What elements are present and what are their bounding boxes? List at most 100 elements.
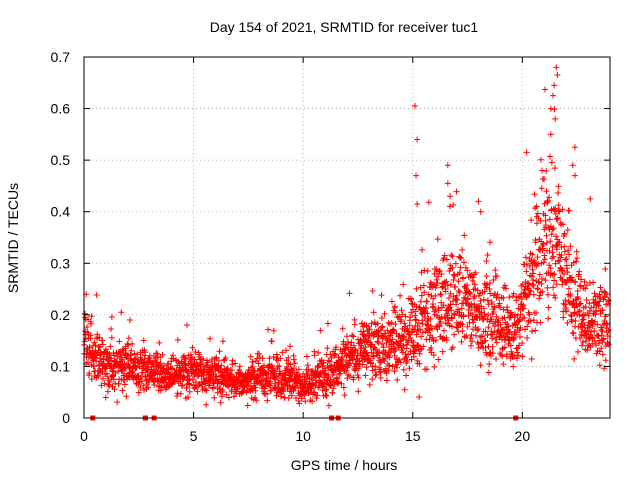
data-point (585, 312, 592, 319)
data-point (510, 290, 517, 297)
data-point (438, 271, 445, 278)
data-point (500, 306, 507, 313)
data-point (108, 334, 115, 341)
data-point (554, 72, 561, 79)
data-point (386, 354, 393, 361)
data-point (236, 366, 243, 373)
data-point (537, 156, 544, 163)
data-point (412, 316, 419, 323)
data-point (229, 357, 236, 364)
data-point (497, 304, 504, 311)
data-point (576, 301, 583, 308)
data-point (588, 334, 595, 341)
data-point (521, 314, 528, 321)
data-point (372, 372, 379, 379)
data-point (337, 370, 344, 377)
data-point (285, 395, 292, 402)
data-point (583, 297, 590, 304)
data-point (400, 281, 407, 288)
data-point (330, 385, 337, 392)
axis-ticks (83, 56, 610, 419)
data-point (584, 342, 591, 349)
data-point (444, 162, 451, 169)
x-tick-label: 20 (515, 428, 531, 444)
data-point (560, 221, 567, 228)
data-point (573, 248, 580, 255)
data-point (327, 376, 334, 383)
data-point (368, 342, 375, 349)
data-point (219, 338, 226, 345)
data-point (547, 131, 554, 138)
data-point (329, 389, 336, 396)
data-point (472, 332, 479, 339)
data-point (140, 337, 147, 344)
data-point (525, 280, 532, 287)
data-point (541, 175, 548, 182)
data-point (596, 348, 603, 355)
data-point (323, 386, 330, 393)
data-point (596, 291, 603, 298)
data-point (458, 255, 465, 262)
data-point (104, 388, 111, 395)
data-point (534, 254, 541, 261)
data-point (469, 338, 476, 345)
data-point (591, 290, 598, 297)
data-point (513, 355, 520, 362)
data-point (392, 321, 399, 328)
data-point (388, 298, 395, 305)
data-point (183, 366, 190, 373)
data-point (539, 288, 546, 295)
data-point (135, 389, 142, 396)
data-point (475, 198, 482, 205)
data-point (459, 321, 466, 328)
data-point (588, 328, 595, 335)
data-point (450, 276, 457, 283)
data-point (100, 375, 107, 382)
data-point (104, 373, 111, 380)
data-point (274, 363, 281, 370)
data-point (284, 383, 291, 390)
data-point (88, 313, 95, 320)
data-point (576, 307, 583, 314)
data-point (480, 305, 487, 312)
data-point (554, 215, 561, 222)
data-point (493, 313, 500, 320)
data-point (565, 285, 572, 292)
data-point (484, 281, 491, 288)
data-point (404, 357, 411, 364)
data-point (589, 322, 596, 329)
data-point (541, 256, 548, 263)
data-point (553, 233, 560, 240)
data-point (386, 362, 393, 369)
data-point (547, 238, 554, 245)
data-point (416, 393, 423, 400)
data-point (552, 205, 559, 212)
data-point (236, 363, 243, 370)
data-point (461, 232, 468, 239)
data-point (405, 351, 412, 358)
data-point (413, 331, 420, 338)
data-point (540, 241, 547, 248)
data-point (111, 386, 118, 393)
data-point (514, 312, 521, 319)
data-point (541, 200, 548, 207)
data-point (259, 355, 266, 362)
data-point (466, 290, 473, 297)
data-point (497, 333, 504, 340)
data-point (529, 251, 536, 258)
data-point (265, 326, 272, 333)
data-point (553, 246, 560, 253)
data-point (556, 258, 563, 265)
data-point (186, 381, 193, 388)
data-point (138, 378, 145, 385)
data-point (459, 246, 466, 253)
data-point (537, 319, 544, 326)
data-point (441, 255, 448, 262)
data-point (484, 251, 491, 258)
data-point (543, 232, 550, 239)
data-point (545, 315, 552, 322)
data-point (392, 309, 399, 316)
data-point (421, 289, 428, 296)
data-point (96, 334, 103, 341)
